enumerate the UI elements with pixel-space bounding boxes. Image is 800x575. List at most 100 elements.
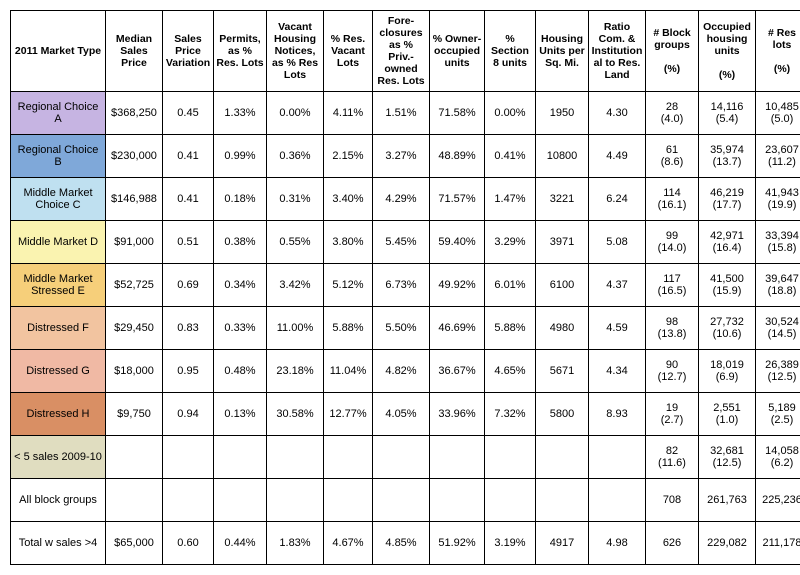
cell: 46.69%	[430, 307, 485, 350]
cell: 0.83	[163, 307, 214, 350]
cell: 71.58%	[430, 92, 485, 135]
cell: 708	[646, 479, 699, 522]
cell: 4.49	[589, 135, 646, 178]
cell: 0.45	[163, 92, 214, 135]
cell: 114(16.1)	[646, 178, 699, 221]
cell: 30,524(14.5)	[756, 307, 800, 350]
cell: 0.36%	[267, 135, 324, 178]
cell: 71.57%	[430, 178, 485, 221]
cell: 0.41	[163, 178, 214, 221]
table-row: Regional Choice B$230,0000.410.99%0.36%2…	[11, 135, 800, 178]
table-row: Regional Choice A$368,2500.451.33%0.00%4…	[11, 92, 800, 135]
cell: 0.55%	[267, 221, 324, 264]
col-header-5: % Res. Vacant Lots	[324, 11, 373, 92]
cell: 19(2.7)	[646, 393, 699, 436]
cell: 4.34	[589, 350, 646, 393]
cell: 10,485(5.0)	[756, 92, 800, 135]
cell: 6.73%	[373, 264, 430, 307]
cell: 0.99%	[214, 135, 267, 178]
table-row: Total w sales >4$65,0000.600.44%1.83%4.6…	[11, 522, 800, 565]
cell: $52,725	[106, 264, 163, 307]
cell	[430, 479, 485, 522]
cell	[214, 479, 267, 522]
header-row: 2011 Market TypeMedian Sales PriceSales …	[11, 11, 800, 92]
cell: 46,219(17.7)	[699, 178, 756, 221]
cell: 41,500(15.9)	[699, 264, 756, 307]
cell: 35,974(13.7)	[699, 135, 756, 178]
cell: 0.41%	[485, 135, 536, 178]
cell	[373, 436, 430, 479]
cell: 261,763	[699, 479, 756, 522]
cell: 27,732(10.6)	[699, 307, 756, 350]
cell: 4.05%	[373, 393, 430, 436]
cell: 0.18%	[214, 178, 267, 221]
cell: 4.85%	[373, 522, 430, 565]
cell	[373, 479, 430, 522]
cell: 0.41	[163, 135, 214, 178]
cell: 10800	[536, 135, 589, 178]
row-label: Middle Market D	[11, 221, 106, 264]
cell: 117(16.5)	[646, 264, 699, 307]
cell: 1.83%	[267, 522, 324, 565]
cell: 5800	[536, 393, 589, 436]
cell: 0.69	[163, 264, 214, 307]
cell: 98(13.8)	[646, 307, 699, 350]
cell: 32,681(12.5)	[699, 436, 756, 479]
cell: 33,394(15.8)	[756, 221, 800, 264]
cell: 4.65%	[485, 350, 536, 393]
cell: 5.45%	[373, 221, 430, 264]
cell: $9,750	[106, 393, 163, 436]
cell: 3.42%	[267, 264, 324, 307]
cell: 26,389(12.5)	[756, 350, 800, 393]
cell: 51.92%	[430, 522, 485, 565]
cell: 0.31%	[267, 178, 324, 221]
cell: $230,000	[106, 135, 163, 178]
cell	[485, 436, 536, 479]
col-header-13: # Res lots(%)	[756, 11, 800, 92]
row-label: Regional Choice B	[11, 135, 106, 178]
cell: 3.27%	[373, 135, 430, 178]
cell: $146,988	[106, 178, 163, 221]
cell: 0.34%	[214, 264, 267, 307]
cell: 0.00%	[267, 92, 324, 135]
table-body: Regional Choice A$368,2500.451.33%0.00%4…	[11, 92, 800, 565]
col-header-3: Permits, as % Res. Lots	[214, 11, 267, 92]
col-header-11: # Block groups(%)	[646, 11, 699, 92]
cell	[430, 436, 485, 479]
cell	[485, 479, 536, 522]
cell: 1.47%	[485, 178, 536, 221]
cell: 33.96%	[430, 393, 485, 436]
cell: 0.13%	[214, 393, 267, 436]
row-label: Regional Choice A	[11, 92, 106, 135]
row-label: Middle Market Stressed E	[11, 264, 106, 307]
cell: 99(14.0)	[646, 221, 699, 264]
cell: 90(12.7)	[646, 350, 699, 393]
cell: 5,189(2.5)	[756, 393, 800, 436]
row-label: Distressed H	[11, 393, 106, 436]
col-header-4: Vacant Housing Notices, as % Res Lots	[267, 11, 324, 92]
cell: 0.95	[163, 350, 214, 393]
cell: 4.29%	[373, 178, 430, 221]
cell: 5.08	[589, 221, 646, 264]
cell: 0.48%	[214, 350, 267, 393]
cell: 0.00%	[485, 92, 536, 135]
row-label: Distressed G	[11, 350, 106, 393]
cell: 6.24	[589, 178, 646, 221]
row-label: < 5 sales 2009-10	[11, 436, 106, 479]
cell: 39,647(18.8)	[756, 264, 800, 307]
cell: 49.92%	[430, 264, 485, 307]
table-row: Distressed G$18,0000.950.48%23.18%11.04%…	[11, 350, 800, 393]
cell	[536, 479, 589, 522]
cell: 48.89%	[430, 135, 485, 178]
cell: 1.33%	[214, 92, 267, 135]
cell: $368,250	[106, 92, 163, 135]
cell: 11.00%	[267, 307, 324, 350]
col-header-8: % Section 8 units	[485, 11, 536, 92]
cell: 7.32%	[485, 393, 536, 436]
table-row: All block groups708261,763225,236	[11, 479, 800, 522]
row-label: Distressed F	[11, 307, 106, 350]
cell: 1.51%	[373, 92, 430, 135]
table-row: Middle Market Stressed E$52,7250.690.34%…	[11, 264, 800, 307]
cell: 14,116(5.4)	[699, 92, 756, 135]
cell: 2.15%	[324, 135, 373, 178]
